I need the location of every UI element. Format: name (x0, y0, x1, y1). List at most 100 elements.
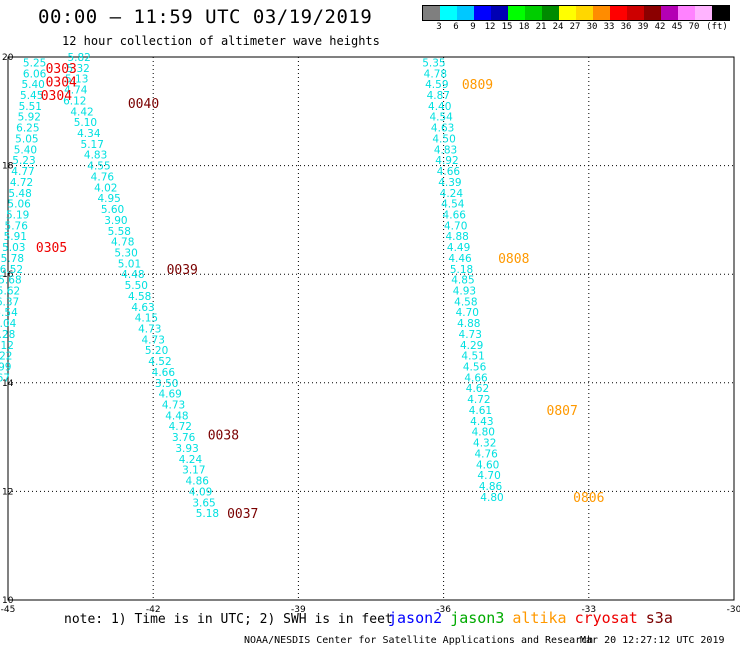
wave-height-value: 5.50 (125, 280, 148, 292)
wave-height-value: 5.76 (5, 220, 29, 232)
pass-time-label: 0039 (167, 263, 198, 278)
altimeter-tracks: 5.256.065.405.455.515.926.255.055.405.23… (0, 52, 504, 520)
wave-height-value: 4.54 (441, 199, 465, 211)
scale-swatch (423, 6, 440, 20)
wave-height-value: 4.51 (461, 351, 484, 363)
scale-label: (ft) (706, 22, 728, 32)
wave-height-value: 5.78 (1, 253, 24, 265)
wave-height-value: 5.32 (66, 63, 89, 75)
wave-height-value: 4.88 (445, 231, 468, 243)
wave-height-value: 4.72 (467, 394, 490, 406)
wave-height-value: 5.67 (0, 372, 10, 384)
legend-entry-cryosat: cryosat (574, 609, 638, 627)
footer-note: note: 1) Time is in UTC; 2) SWH is in fe… (64, 612, 393, 627)
wave-height-value: 5.30 (114, 247, 137, 259)
pass-time-label: 0808 (498, 252, 529, 267)
wave-height-value: 4.24 (440, 188, 464, 200)
wave-height-value: 6.04 (0, 318, 17, 330)
scale-label: 15 (501, 22, 513, 32)
chart-title: 00:00 – 11:59 UTC 03/19/2019 (38, 6, 373, 28)
wave-height-value: 5.68 (0, 275, 22, 287)
wave-height-value: 5.54 (0, 307, 18, 319)
wave-height-value: 5.10 (74, 117, 97, 129)
wave-height-value: 5.58 (108, 226, 131, 238)
chart-subtitle: 12 hour collection of altimeter wave hei… (62, 34, 380, 48)
wave-height-value: 5.60 (101, 204, 124, 216)
scale-label: 9 (470, 22, 476, 32)
pass-time-label: 0038 (208, 428, 239, 443)
wave-height-value: 4.77 (11, 166, 34, 178)
pass-time-labels: 0303030403040305004000390038003708090808… (36, 62, 605, 522)
wave-height-value: 4.86 (186, 476, 210, 488)
map-grid: -45 -42 -39 -36 -33 -30 20 18 16 14 12 10 (1, 53, 740, 615)
legend-entry-jason2: jason2 (388, 609, 443, 627)
x-tick-label: -36 (436, 605, 451, 615)
x-tick-label: -39 (291, 605, 306, 615)
wave-height-value: 4.42 (70, 106, 93, 118)
wave-height-value: 5.48 (8, 188, 31, 200)
wave-height-value: 4.72 (169, 421, 192, 433)
wave-height-value: 4.73 (162, 400, 185, 412)
pass-time-label: 0304 (46, 75, 77, 90)
wave-height-value: 5.20 (145, 345, 168, 357)
wave-height-value: 4.73 (142, 334, 165, 346)
wave-height-value: 4.39 (438, 177, 461, 189)
scale-label: 27 (569, 22, 581, 32)
wave-height-value: 6.06 (23, 68, 47, 80)
wave-height-value: 5.13 (65, 74, 88, 86)
wave-height-value: 4.92 (435, 155, 458, 167)
wave-height-value: 4.78 (111, 237, 134, 249)
wave-height-value: 4.46 (448, 253, 472, 265)
scale-label: 12 (484, 22, 496, 32)
wave-height-value: 4.52 (148, 356, 171, 368)
wave-height-value: 4.80 (480, 492, 503, 504)
map-frame (7, 56, 735, 601)
wave-height-value: 4.61 (469, 405, 492, 417)
pass-time-label: 0037 (227, 507, 258, 522)
scale-swatch (559, 6, 576, 20)
wave-height-value: 4.48 (165, 410, 188, 422)
scale-swatch (593, 6, 610, 20)
scale-swatch (508, 6, 525, 20)
wave-height-value: 5.23 (12, 155, 35, 167)
wave-height-value: 4.15 (135, 313, 158, 325)
pass-time-label: 0807 (547, 404, 578, 419)
wave-height-value: 5.82 (67, 52, 90, 64)
wave-height-value: 4.63 (431, 123, 454, 135)
wave-height-value: 4.54 (429, 112, 453, 124)
wave-height-value: 4.48 (121, 269, 144, 281)
wave-height-value: 5.03 (2, 242, 25, 254)
scale-label: 36 (620, 22, 632, 32)
wave-height-value: 4.66 (443, 209, 467, 221)
wave-height-value: 6.12 (63, 95, 86, 107)
scale-label: 39 (637, 22, 649, 32)
wave-height-value: 4.50 (432, 133, 455, 145)
wave-height-value: 4.93 (453, 285, 476, 297)
wave-height-value: 4.09 (189, 486, 212, 498)
y-tick-label: 20 (2, 53, 14, 63)
wave-height-value: 5.19 (6, 209, 29, 221)
scale-swatch (542, 6, 559, 20)
wave-height-value: 4.69 (158, 389, 181, 401)
y-tick-label: 12 (2, 487, 13, 497)
wave-height-value: 4.02 (94, 182, 117, 194)
wave-height-value: 3.65 (192, 497, 215, 509)
wave-height-value: 6.25 (16, 123, 39, 135)
wave-height-value: 4.59 (425, 79, 448, 91)
wave-height-value: 5.62 (0, 285, 20, 297)
y-tick-label: 14 (2, 379, 14, 389)
wave-height-value: 5.51 (19, 101, 42, 113)
scale-label: 45 (671, 22, 683, 32)
wave-height-value: 5.22 (0, 351, 12, 363)
credit-line: NOAA/NESDIS Center for Satellite Applica… (244, 635, 594, 646)
scale-swatch (474, 6, 491, 20)
y-tick-label: 10 (2, 596, 14, 606)
scale-label: 42 (654, 22, 666, 32)
satellite-legend: jason2 jason3 altika cryosat s3a (388, 609, 681, 627)
scale-label: 21 (535, 22, 547, 32)
wave-height-value: 5.06 (7, 199, 31, 211)
wave-height-value: 4.58 (128, 291, 151, 303)
wave-height-value: 4.49 (447, 242, 470, 254)
legend-entry-altika: altika (512, 609, 567, 627)
